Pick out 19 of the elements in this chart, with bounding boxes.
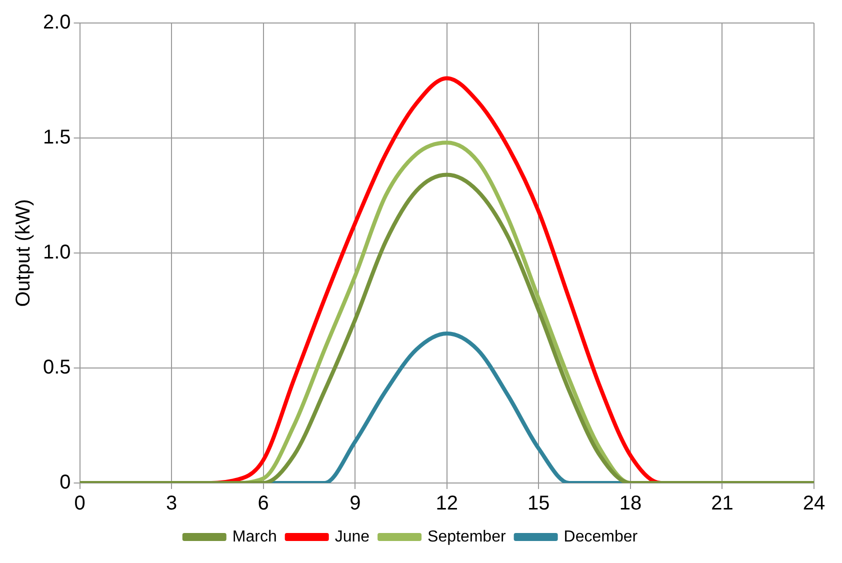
- y-tick-label: 0.5: [42, 356, 71, 379]
- x-tick-label: 3: [166, 492, 178, 515]
- legend-label: June: [334, 528, 370, 546]
- legend-label: December: [564, 528, 638, 546]
- x-tick-label: 24: [802, 492, 826, 515]
- y-axis-title: Output (kW): [12, 199, 35, 307]
- y-tick-label: 1.5: [42, 126, 71, 149]
- x-tick-label: 21: [711, 492, 734, 515]
- y-tick-label: 2.0: [42, 12, 71, 34]
- x-tick-label: 6: [258, 492, 269, 515]
- y-tick-label: 1.0: [42, 242, 71, 264]
- x-tick-label: 9: [350, 492, 361, 515]
- x-tick-label: 12: [436, 492, 458, 515]
- y-tick-label: 0: [60, 472, 71, 494]
- legend-label: March: [232, 528, 277, 546]
- legend-label: September: [428, 528, 506, 546]
- x-tick-label: 18: [619, 492, 642, 515]
- x-tick-label: 0: [74, 492, 86, 515]
- x-tick-label: 15: [528, 492, 550, 515]
